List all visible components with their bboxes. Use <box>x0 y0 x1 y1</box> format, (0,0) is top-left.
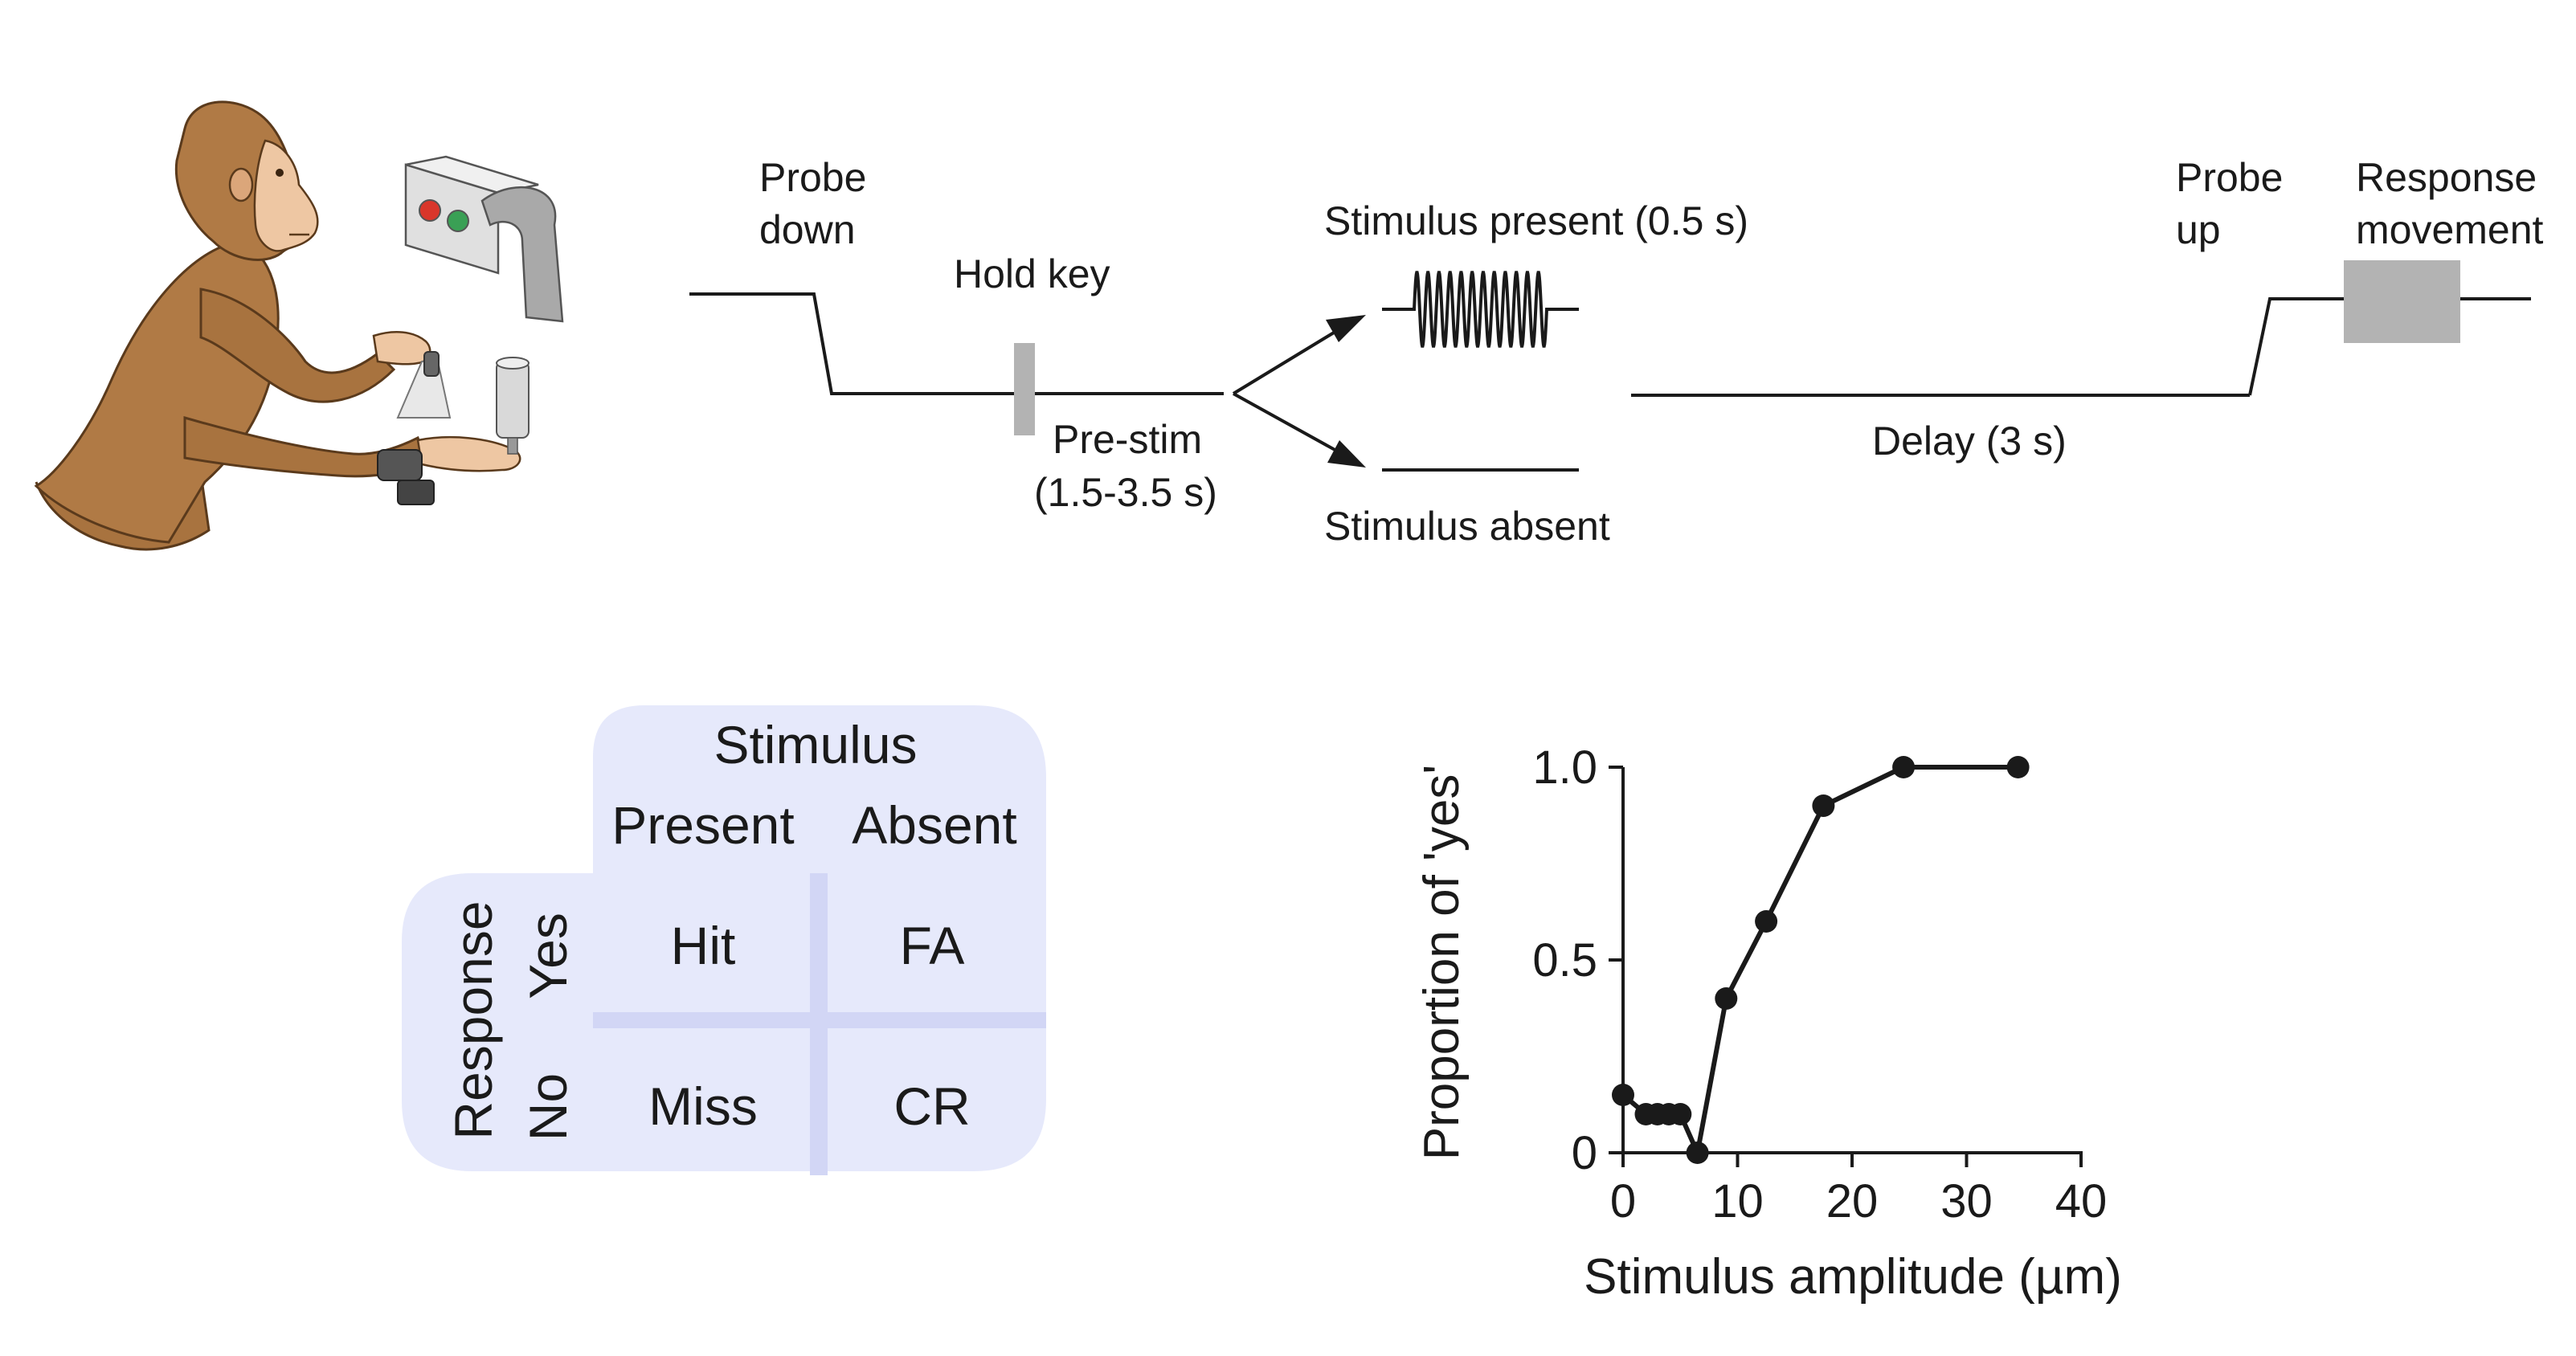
response-matrix: Stimulus Present Absent Hit FA Miss CR R… <box>402 705 1046 1175</box>
monkey-illustration <box>34 100 564 551</box>
psychometric-chart: 0 10 20 30 40 0 0.5 1.0 Stimulus amplitude (µm)… <box>1414 741 2122 1305</box>
monkey-hand-upper <box>372 331 431 366</box>
data-point <box>1686 1142 1709 1164</box>
monkey-face <box>253 139 319 252</box>
strap-clasp <box>397 480 435 505</box>
vibration-stimulus-trace <box>1382 271 1579 348</box>
x-tick-label: 30 <box>1940 1175 1993 1227</box>
monkey-ear <box>228 167 254 202</box>
data-point <box>2006 756 2030 778</box>
probe-top <box>496 357 530 370</box>
hold-key-label: Hold key <box>954 251 1110 296</box>
wrist-strap <box>377 449 423 481</box>
matrix-cell-miss: Miss <box>648 1076 758 1136</box>
matrix-stimulus-header: Stimulus <box>714 715 917 774</box>
matrix-col-absent: Absent <box>852 795 1016 855</box>
stimulus-absent-label: Stimulus absent <box>1324 504 1610 549</box>
y-tick-label: 1.0 <box>1532 741 1597 794</box>
x-axis-label: Stimulus amplitude (µm) <box>1584 1249 2122 1305</box>
response-movement-label-1: Response <box>2356 155 2537 200</box>
matrix-cell-cr: CR <box>893 1076 970 1136</box>
matrix-horizontal-divider <box>593 1012 1046 1028</box>
probe-up-label-2: up <box>2176 207 2221 252</box>
matrix-row-yes: Yes <box>518 913 578 999</box>
monkey-eye <box>276 169 284 177</box>
matrix-response-header: Response <box>444 901 503 1139</box>
data-point <box>1612 1084 1634 1106</box>
green-button <box>447 210 469 232</box>
x-tick-label: 0 <box>1610 1175 1636 1227</box>
data-point <box>1755 910 1778 933</box>
probe-down-label-2: down <box>759 207 856 252</box>
y-tick-label: 0 <box>1572 1127 1597 1179</box>
response-movement-marker <box>2344 260 2460 343</box>
monkey-torso <box>34 239 280 544</box>
matrix-col-present: Present <box>611 795 794 855</box>
hold-key-handle <box>423 351 440 377</box>
y-tick-label: 0.5 <box>1532 934 1597 986</box>
stimulus-branch-up <box>1232 329 1339 395</box>
probe-down-label-1: Probe <box>759 155 866 200</box>
matrix-cell-fa: FA <box>900 916 965 975</box>
x-tick-label: 20 <box>1826 1175 1879 1227</box>
response-movement-label-2: movement <box>2356 207 2544 252</box>
x-tick-label: 10 <box>1711 1175 1764 1227</box>
series-line <box>1621 765 2018 1155</box>
matrix-cell-hit: Hit <box>671 916 736 975</box>
probe-cylinder <box>496 361 530 439</box>
pre-stim-label-2: (1.5-3.5 s) <box>1034 470 1217 515</box>
monkey-hand-lower <box>416 435 521 472</box>
probe-trace <box>689 292 1224 395</box>
pre-stim-label-1: Pre-stim <box>1053 417 1202 462</box>
probe-up-label-1: Probe <box>2176 155 2283 200</box>
data-point <box>1669 1103 1692 1125</box>
red-button <box>419 199 441 222</box>
stimulus-branch-down <box>1233 392 1339 453</box>
data-point <box>1892 756 1916 778</box>
response-panel-top <box>405 155 539 194</box>
matrix-row-no: No <box>518 1073 578 1141</box>
delay-label: Delay (3 s) <box>1872 419 2067 464</box>
trial-timeline <box>689 271 2531 472</box>
monkey-upper-arm <box>199 288 396 403</box>
x-tick-label: 40 <box>2055 1175 2108 1227</box>
stimulus-present-label: Stimulus present (0.5 s) <box>1324 198 1748 243</box>
data-point <box>1812 794 1835 817</box>
arrowhead-up <box>1326 315 1366 342</box>
arrowhead-down <box>1327 440 1366 468</box>
y-axis-label: Proportion of 'yes' <box>1414 765 1470 1160</box>
hold-key-marker <box>1014 343 1035 435</box>
data-point <box>1715 987 1738 1010</box>
probe-tip <box>507 437 518 455</box>
matrix-background <box>402 705 1046 1171</box>
panel-arm <box>480 186 564 323</box>
